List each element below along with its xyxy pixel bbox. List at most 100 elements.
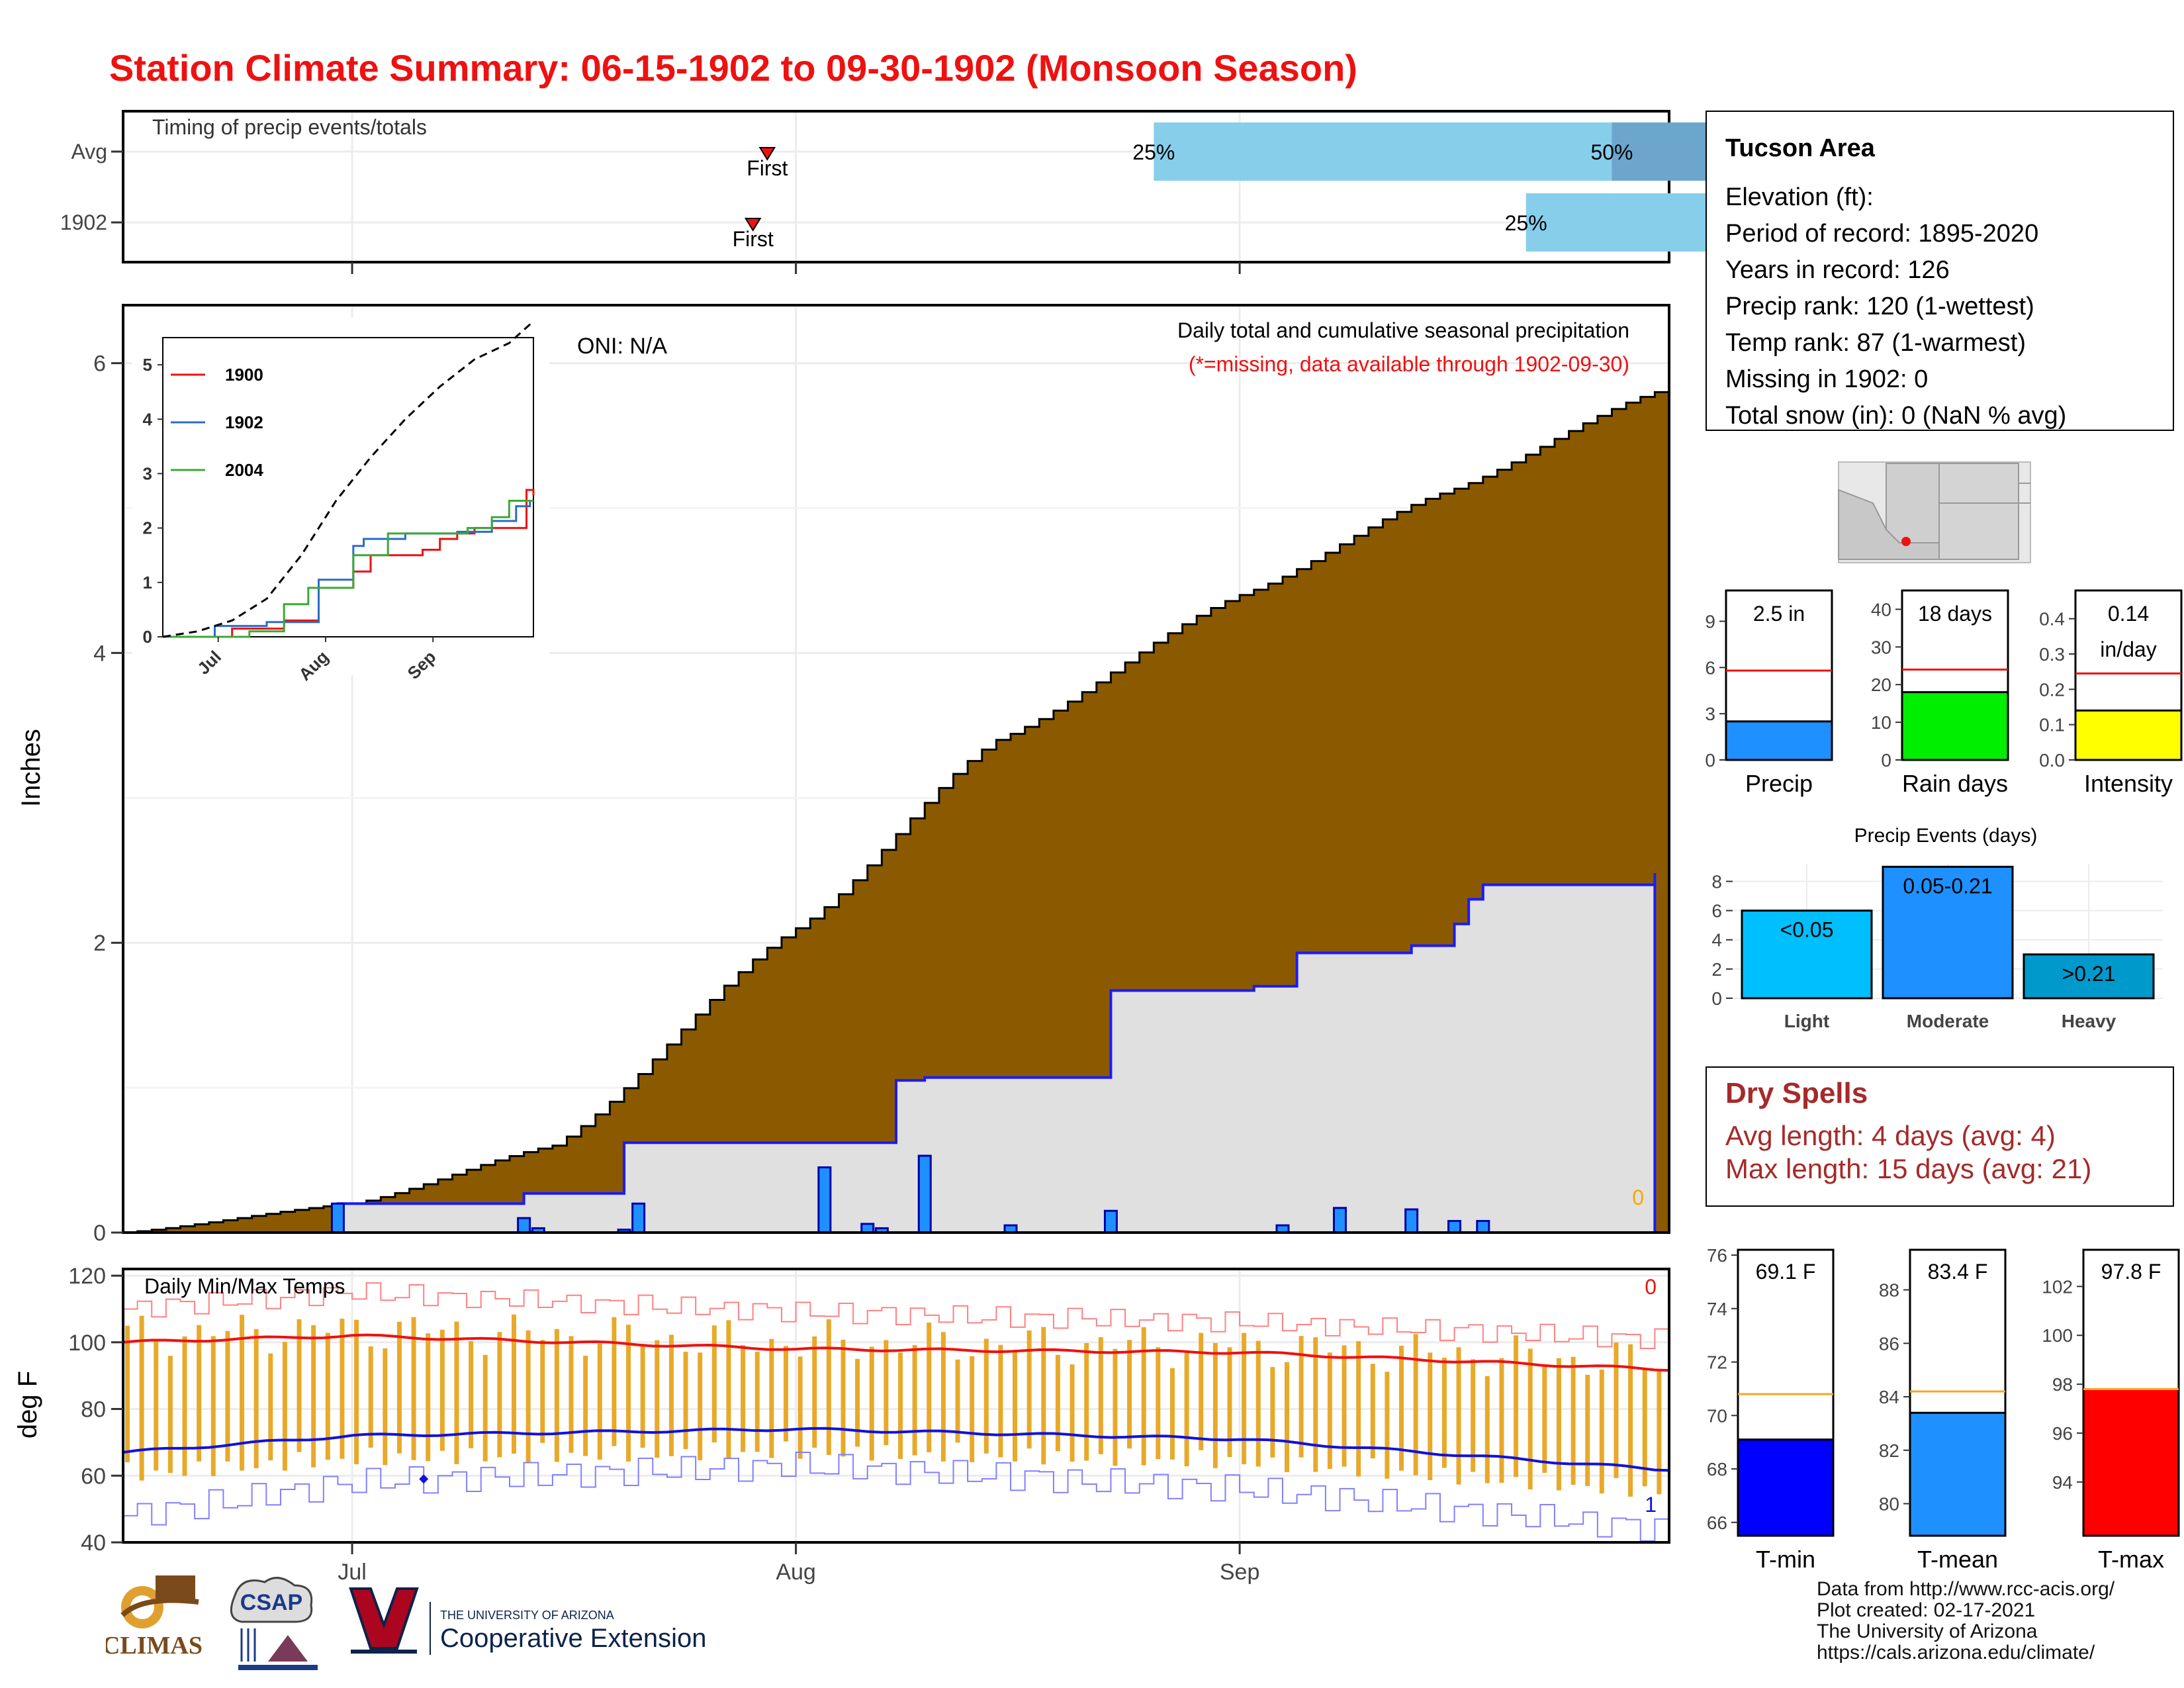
inset-y-tick-label: 1 [143,573,152,592]
temp-summary-y-tick-label: 72 [1707,1352,1727,1373]
daily-temp-bar [1642,1370,1647,1487]
oni-label: ONI: N/A [577,334,667,359]
average-max-line [123,1333,1669,1372]
daily-temp-bar [1113,1348,1118,1466]
legend-label: 2004 [225,460,263,480]
first-label: First [733,227,774,251]
station-lines: Elevation (ft): Period of record: 1895-20… [1725,183,2066,430]
event-category-label: Heavy [2062,1011,2116,1031]
daily-temp-bar [826,1319,831,1455]
daily-temp-bar [1527,1348,1533,1490]
temp-summary-value-label: 97.8 F [2101,1260,2161,1284]
daily-temp-bar [340,1319,345,1459]
p50-label: 50% [1590,140,1633,164]
event-category-label: Moderate [1907,1011,1989,1031]
daily-temp-bar [240,1315,245,1471]
dry-spells-box: Dry Spells Avg length: 4 days (avg: 4) M… [1706,1066,2174,1207]
daily-temp-bar [512,1314,516,1454]
summary-y-tick-label: 30 [1871,637,1891,657]
daily-temp-bar [282,1342,287,1471]
max-missing-count: 0 [1645,1275,1657,1299]
daily-temp-bar [225,1331,230,1462]
summary-bars: 0 3 6 9 2.5 in Precip 0 10 20 30 40 18 days Rain day… [1705,589,2183,797]
daily-temp-bar [125,1325,130,1463]
daily-temp-bar [769,1338,774,1458]
summary-value-bar [1725,720,1833,761]
daily-temp-bar [1514,1335,1519,1477]
event-bar [1882,865,2014,1000]
precip-y-axis: 0 2 4 6 [93,352,123,1246]
daily-temp-bar [1585,1374,1590,1486]
summary-y-tick-label: 0.3 [2039,644,2065,665]
daily-temp-bar [182,1336,187,1476]
daily-temp-bar [1169,1368,1175,1460]
legend-label: 1902 [225,412,263,432]
daily-temp-bars [125,1314,1662,1497]
summary-y-tick-label: 0.1 [2039,715,2065,735]
first-event-marker [744,218,762,232]
daily-precip-bar [531,1227,545,1233]
daily-temp-bar [482,1354,488,1462]
y-tick-label: 40 [81,1530,106,1556]
daily-temp-bar [711,1325,717,1443]
credit-line: https://cals.arizona.edu/climate/ [1817,1642,2095,1664]
summary-y-tick-label: 6 [1705,657,1715,678]
y-tick-label: 100 [68,1331,106,1356]
x-tick-label: Sep [1220,1560,1260,1585]
daily-temp-bar [497,1332,502,1458]
summary-y-tick-label: 0 [1881,750,1891,771]
first-label: First [747,156,788,180]
event-range-label: 0.05-0.21 [1903,874,1992,898]
summary-value-unit: in/day [2100,637,2156,661]
daily-temp-bar [1499,1358,1504,1483]
temp-summary-value-bar [1909,1411,2007,1537]
inset-series-2004 [163,500,533,638]
daily-temp-bar [1127,1340,1132,1449]
y-tick-label: 2 [1711,959,1722,980]
summary-y-tick-label: 3 [1705,704,1715,724]
y-tick-label: 8 [1711,871,1722,892]
daily-temp-bar [726,1320,731,1459]
temp-summary-y-tick-label: 84 [1879,1387,1899,1407]
summary-bar-label: Rain days [1902,770,2008,797]
inset-y-tick-label: 4 [143,409,153,429]
daily-temp-bar [970,1356,975,1462]
summary-value-label: 2.5 in [1753,602,1805,626]
daily-temp-bar [197,1325,202,1462]
daily-temp-bar [1428,1352,1433,1480]
inset-y-tick-label: 2 [143,518,152,538]
daily-temp-bar [167,1356,173,1474]
daily-precip-bar [517,1217,531,1233]
climas-logo: CLIMAS [106,1575,203,1660]
temp-panel: 40 60 80 100 120 Daily Min/Max Temps 0 1 deg… [13,1264,1670,1585]
daily-temp-bar [1570,1356,1576,1485]
y-tick-label: 60 [81,1464,106,1489]
daily-temp-bar [569,1336,574,1453]
daily-temp-bar [1041,1327,1046,1465]
daily-temp-bar [1599,1370,1604,1494]
ua-line1: THE UNIVERSITY OF ARIZONA [440,1609,614,1622]
cumulative-1902-area [123,873,1657,1233]
quartile-bar-lower [1525,193,1727,252]
inset-lines [162,320,535,638]
inset-series-1902 [163,500,533,638]
daily-temp-bar [210,1336,216,1476]
record-min-line [123,1452,1669,1542]
daily-temp-bar [597,1343,602,1460]
temperature-summary-bars: 66 68 70 72 74 76 69.1 F T-min 80 82 84 86 88 83.4 F T… [1707,1245,2180,1573]
station-line: Missing in 1902: 0 [1725,365,1928,393]
temp-summary-value-bar [2082,1387,2180,1537]
summary-value-bar [2074,709,2183,761]
station-line: Precip rank: 120 (1-wettest) [1725,293,2034,320]
daily-temp-bar [396,1321,402,1454]
summary-value-label: 0.14 [2108,602,2149,626]
timing-row-label: 1902 [60,211,107,234]
summary-y-tick-label: 40 [1871,599,1891,620]
inset-average-line [162,320,535,638]
daily-temp-bar [469,1341,474,1448]
precip-events-title: Precip Events (days) [1854,825,2038,847]
daily-temp-bar [268,1353,273,1461]
daily-precip-bar [817,1166,832,1233]
station-line: Period of record: 1895-2020 [1725,220,2038,248]
